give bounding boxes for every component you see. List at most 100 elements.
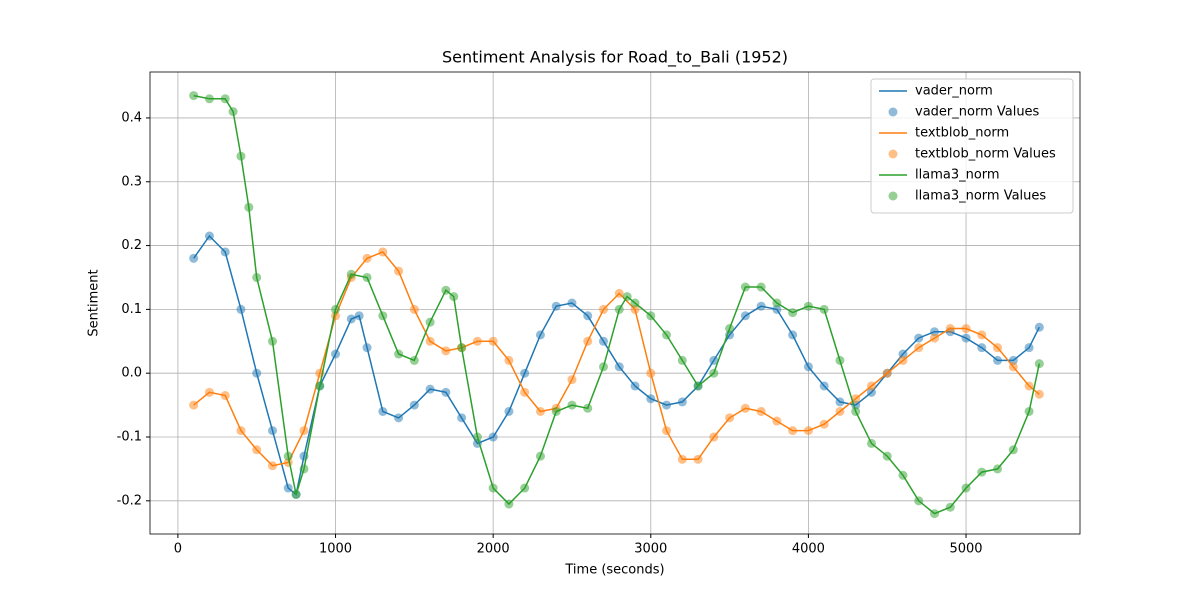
data-point xyxy=(819,304,829,314)
data-point xyxy=(583,403,593,413)
data-point xyxy=(756,301,766,311)
data-point xyxy=(551,406,561,416)
data-point xyxy=(772,304,782,314)
data-point xyxy=(567,298,577,308)
data-point xyxy=(914,496,924,506)
data-point xyxy=(520,387,530,397)
data-point xyxy=(677,454,687,464)
legend-label: textblob_norm Values xyxy=(915,147,1056,162)
data-point xyxy=(598,362,608,372)
data-point xyxy=(204,94,214,104)
data-point xyxy=(614,304,624,314)
data-point xyxy=(819,419,829,429)
data-point xyxy=(299,426,309,436)
data-point xyxy=(930,333,940,343)
data-point xyxy=(756,282,766,292)
data-point xyxy=(441,285,451,295)
data-point xyxy=(693,381,703,391)
data-point xyxy=(504,406,514,416)
data-point xyxy=(409,304,419,314)
data-point xyxy=(622,292,632,302)
data-point xyxy=(677,397,687,407)
data-point xyxy=(614,362,624,372)
data-point xyxy=(472,336,482,346)
data-point xyxy=(630,381,640,391)
data-point xyxy=(598,304,608,314)
data-point xyxy=(520,483,530,493)
data-point xyxy=(394,349,404,359)
x-tick-label: 3000 xyxy=(634,542,667,557)
data-point xyxy=(662,330,672,340)
data-point xyxy=(977,467,987,477)
data-point xyxy=(567,375,577,385)
data-point xyxy=(788,308,798,318)
data-point xyxy=(788,330,798,340)
x-tick-label: 4000 xyxy=(792,542,825,557)
data-point xyxy=(614,288,624,298)
data-point xyxy=(583,336,593,346)
data-point xyxy=(472,432,482,442)
x-tick-label: 5000 xyxy=(949,542,982,557)
data-point xyxy=(236,426,246,436)
data-point xyxy=(993,355,1003,365)
data-point xyxy=(1008,362,1018,372)
data-point xyxy=(299,464,309,474)
data-point xyxy=(646,368,656,378)
legend-box xyxy=(870,78,1074,214)
data-point xyxy=(677,355,687,365)
data-point xyxy=(378,406,388,416)
data-point xyxy=(961,483,971,493)
data-point xyxy=(346,314,356,324)
data-point xyxy=(204,231,214,241)
data-point xyxy=(835,355,845,365)
y-axis-label: Sentiment xyxy=(87,269,102,336)
data-point xyxy=(851,394,861,404)
data-point xyxy=(646,311,656,321)
data-point xyxy=(409,400,419,410)
data-point xyxy=(1024,406,1034,416)
data-point xyxy=(930,327,940,337)
data-point xyxy=(441,346,451,356)
y-tick-label: -0.2 xyxy=(117,493,142,508)
data-point xyxy=(803,301,813,311)
data-point xyxy=(740,282,750,292)
y-tick-label: -0.1 xyxy=(117,430,142,445)
x-tick-label: 2000 xyxy=(477,542,510,557)
data-point xyxy=(866,381,876,391)
data-point xyxy=(1034,322,1044,332)
data-point xyxy=(803,426,813,436)
y-tick-label: 0.0 xyxy=(121,366,142,381)
y-tick-label: 0.4 xyxy=(121,110,142,125)
data-point xyxy=(204,387,214,397)
data-point xyxy=(662,426,672,436)
legend-label: vader_norm xyxy=(915,84,993,99)
data-point xyxy=(709,355,719,365)
data-point xyxy=(1024,343,1034,353)
data-point xyxy=(551,301,561,311)
data-point xyxy=(740,403,750,413)
data-point xyxy=(866,438,876,448)
data-point xyxy=(993,464,1003,474)
data-point xyxy=(898,470,908,480)
data-point xyxy=(945,324,955,334)
legend-marker xyxy=(888,149,898,159)
data-point xyxy=(803,362,813,372)
data-point xyxy=(898,355,908,365)
data-point xyxy=(977,343,987,353)
data-point xyxy=(362,253,372,263)
data-point xyxy=(772,298,782,308)
data-point xyxy=(394,266,404,276)
data-point xyxy=(851,406,861,416)
data-point xyxy=(267,426,277,436)
x-axis-label: Time (seconds) xyxy=(564,563,664,578)
data-point xyxy=(772,416,782,426)
data-point xyxy=(535,406,545,416)
data-point xyxy=(488,483,498,493)
data-point xyxy=(457,343,467,353)
data-point xyxy=(220,94,230,104)
data-point xyxy=(709,368,719,378)
data-point xyxy=(291,489,301,499)
data-point xyxy=(961,333,971,343)
data-point xyxy=(189,400,199,410)
data-point xyxy=(441,387,451,397)
